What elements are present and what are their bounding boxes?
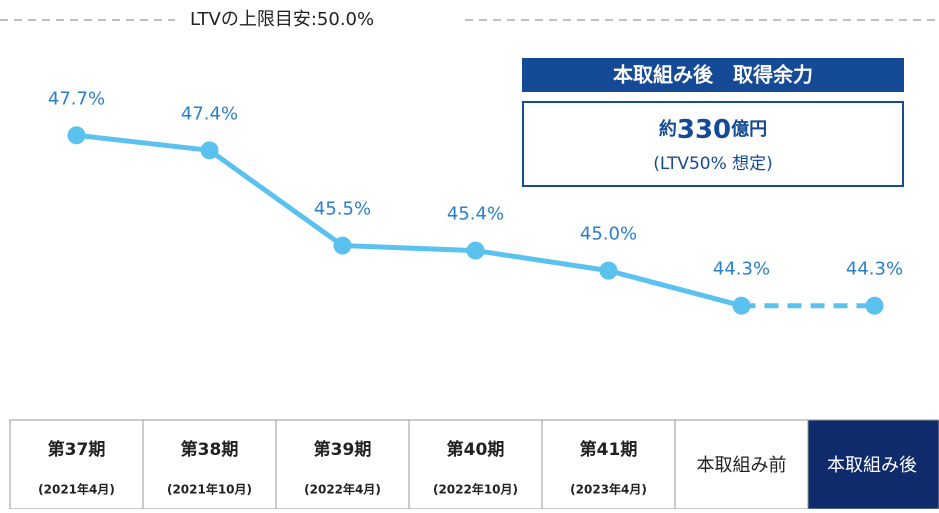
table-cell (9, 419, 144, 510)
data-label: 45.0% (580, 224, 637, 245)
category-sublabel: (2022年4月) (304, 482, 381, 497)
category-label: 第37期 (48, 439, 106, 460)
data-label: 44.3% (846, 259, 903, 280)
callout-title: 本取組み後 取得余力 (613, 63, 813, 87)
marker (200, 141, 219, 160)
callout-unit: 億円 (731, 118, 767, 140)
table-cell (807, 419, 939, 510)
callout-prefix: 約 (659, 118, 677, 140)
marker (599, 261, 618, 280)
data-label: 45.4% (447, 204, 504, 225)
callout-note: (LTV50% 想定) (653, 154, 773, 174)
data-label: 44.3% (713, 259, 770, 280)
table-cell (142, 419, 277, 510)
category-label: 第41期 (580, 439, 638, 460)
table-cell (541, 419, 676, 510)
table-cell (275, 419, 410, 510)
data-label: 47.7% (48, 88, 105, 109)
callout-box (522, 101, 904, 187)
marker (732, 296, 751, 315)
marker (333, 236, 352, 255)
marker (67, 126, 86, 145)
category-label: 第39期 (314, 439, 372, 460)
category-label: 本取組み後 (827, 455, 917, 476)
line (76, 132, 743, 309)
category-sublabel: (2021年10月) (167, 482, 252, 497)
category-sublabel: (2023年4月) (570, 482, 647, 497)
category-sublabel: (2021年4月) (38, 482, 115, 497)
limit-label: LTVの上限目安:50.0% (190, 9, 374, 30)
marker (466, 241, 485, 260)
category-label: 本取組み前 (697, 455, 787, 476)
callout-number: 330 (677, 115, 731, 145)
category-label: 第40期 (447, 439, 505, 460)
category-sublabel: (2022年10月) (433, 482, 518, 497)
data-label: 45.5% (314, 199, 371, 220)
callout-header (522, 58, 904, 92)
callout-amount: 約330億円 (659, 115, 767, 145)
data-label: 47.4% (181, 103, 238, 124)
table-cell (408, 419, 543, 510)
marker (865, 296, 884, 315)
category-label: 第38期 (181, 439, 239, 460)
